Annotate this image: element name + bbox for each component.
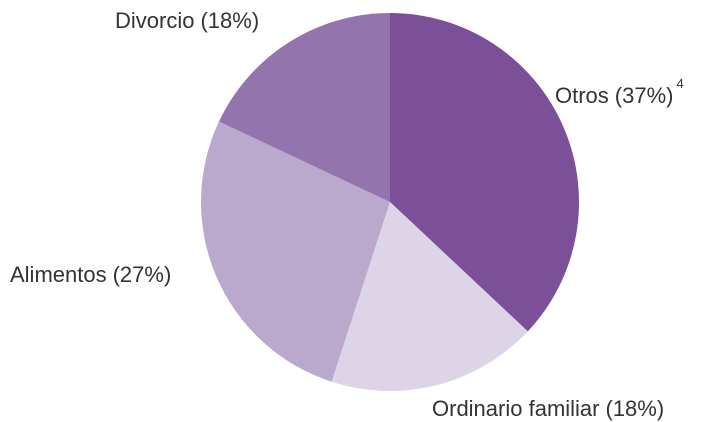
value-label: (37%) <box>615 83 674 108</box>
category-name: Divorcio <box>115 8 194 33</box>
value-label: (18%) <box>200 8 259 33</box>
slice-label: Otros (37%) 4 <box>555 76 684 107</box>
pie-slice <box>390 13 579 332</box>
pie-slice <box>218 12 390 202</box>
slice-label: Alimentos (27%) <box>10 262 171 287</box>
category-name: Otros <box>555 83 609 108</box>
value-label: (18%) <box>606 396 665 421</box>
pie-slice <box>200 121 390 382</box>
value-label: (27%) <box>113 262 172 287</box>
slice-label: Ordinario familiar (18%) <box>432 396 664 421</box>
category-name: Ordinario familiar <box>432 396 600 421</box>
slice-label: Divorcio (18%) <box>115 8 259 33</box>
category-name: Alimentos <box>10 262 107 287</box>
pie-slice <box>331 202 528 391</box>
footnote-mark: 4 <box>676 76 683 91</box>
